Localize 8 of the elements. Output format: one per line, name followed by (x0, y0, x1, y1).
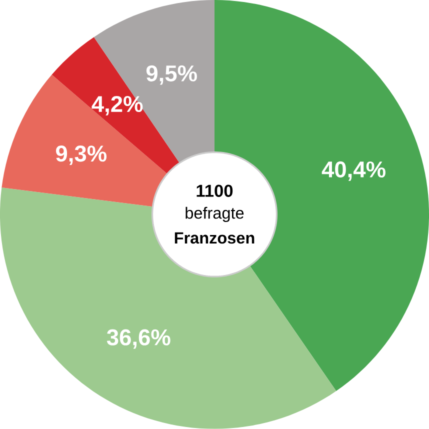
text: befragte (186, 206, 244, 222)
text: Franzosen (174, 232, 254, 244)
data-label: 9,3% (56, 146, 107, 166)
data-label: 9,5% (146, 65, 197, 85)
text: 1100 (196, 184, 233, 198)
data-label: 36,6% (106, 329, 170, 349)
data-label: 4,2% (92, 96, 143, 116)
data-label: 40,4% (322, 161, 386, 181)
